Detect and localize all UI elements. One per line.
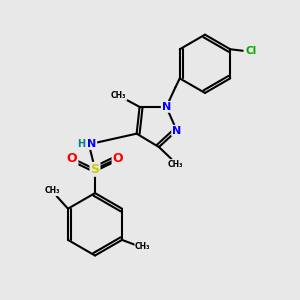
- Text: Cl: Cl: [246, 46, 257, 56]
- Text: N: N: [162, 102, 171, 112]
- Text: H: H: [78, 140, 86, 149]
- Text: CH₃: CH₃: [111, 91, 127, 100]
- Text: CH₃: CH₃: [167, 160, 183, 169]
- Text: N: N: [172, 126, 182, 136]
- Text: CH₃: CH₃: [45, 186, 60, 195]
- Text: O: O: [67, 152, 77, 165]
- Text: O: O: [112, 152, 123, 165]
- Text: N: N: [87, 140, 97, 149]
- Text: S: S: [91, 163, 100, 176]
- Text: CH₃: CH₃: [135, 242, 151, 251]
